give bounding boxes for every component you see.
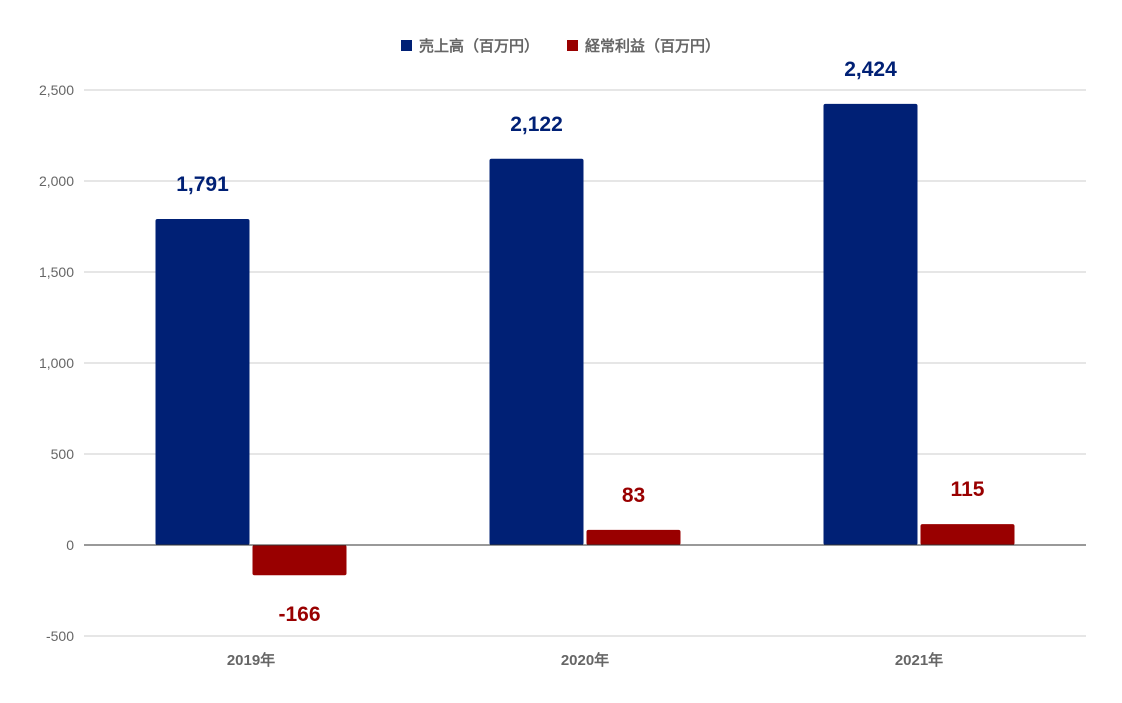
y-tick-label: -500 [46,628,74,644]
data-label-series-0-2020: 2,122 [510,113,563,136]
bar-series-0-2020 [489,158,584,545]
x-axis-category-labels: 2019年 2020年 2021年 [227,651,943,669]
bar-series-0-2021 [823,103,918,545]
gridlines [84,89,1086,637]
bar-series-1-2021 [920,524,1015,545]
y-tick-label: 500 [51,446,75,462]
legend-swatch [401,40,412,51]
data-label-series-0-2021: 2,424 [844,58,897,81]
y-tick-label: 1,000 [39,355,74,371]
legend-label: 経常利益（百万円） [585,37,720,55]
legend-item-series-0: 売上高（百万円） [401,37,539,55]
x-category-label-2021: 2021年 [895,651,943,669]
data-label-series-1-2021: 115 [951,478,985,501]
y-tick-label: 2,500 [39,82,74,98]
data-label-series-1-2019: -166 [278,603,320,626]
x-category-label-2019: 2019年 [227,651,275,669]
legend-label: 売上高（百万円） [419,37,539,55]
data-labels: 1,791 -166 2,122 83 2,424 115 [176,58,985,626]
bars [155,103,1015,576]
y-tick-label: 0 [66,537,74,553]
data-label-series-1-2020: 83 [622,484,645,507]
data-label-series-0-2019: 1,791 [176,173,229,196]
legend-item-series-1: 経常利益（百万円） [567,37,720,55]
bar-series-1-2019 [252,545,347,576]
bar-series-0-2019 [155,219,250,545]
bar-series-1-2020 [586,529,681,545]
y-axis-tick-labels: -500 0 500 1,000 1,500 2,000 2,500 [39,82,74,644]
legend-swatch [567,40,578,51]
x-category-label-2020: 2020年 [561,651,609,669]
y-tick-label: 2,000 [39,173,74,189]
legend: 売上高（百万円） 経常利益（百万円） [401,37,720,55]
y-tick-label: 1,500 [39,264,74,280]
